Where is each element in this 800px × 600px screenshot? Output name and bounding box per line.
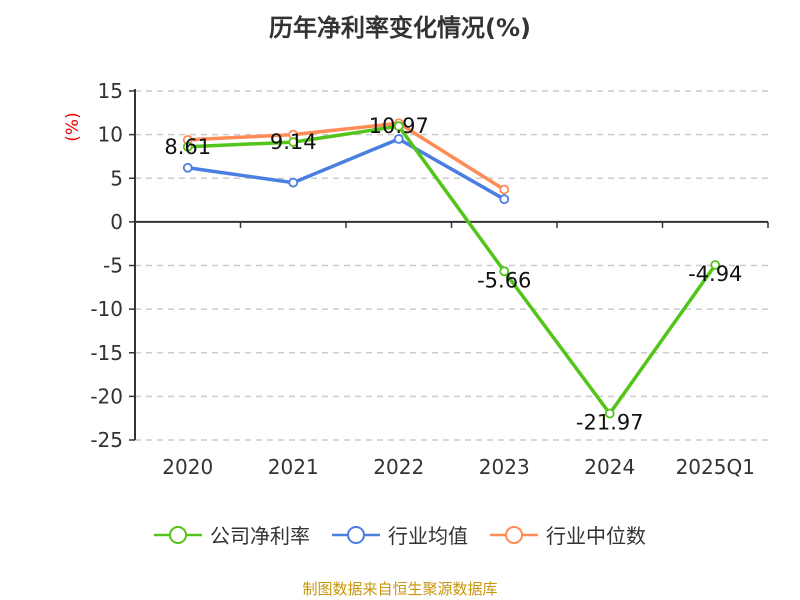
legend: 公司净利率 行业均值 行业中位数 <box>0 520 800 549</box>
legend-label: 行业均值 <box>388 524 468 548</box>
legend-label: 行业中位数 <box>546 524 646 548</box>
x-tick-label: 2024 <box>584 455 635 479</box>
series-line-2 <box>187 121 506 192</box>
data-point <box>499 184 510 195</box>
y-tick-label: 5 <box>110 166 123 190</box>
y-tick-label: -15 <box>90 341 123 365</box>
source-note: 制图数据来自恒生聚源数据库 <box>302 580 498 598</box>
chart-title: 历年净利率变化情况(%) <box>269 14 531 42</box>
y-tick-label: -5 <box>103 254 123 278</box>
data-point <box>710 260 721 270</box>
data-point <box>182 162 193 173</box>
data-point <box>288 137 299 148</box>
y-tick-label: 10 <box>98 123 123 147</box>
y-tick-label: 0 <box>110 210 123 234</box>
series-line-0 <box>187 124 717 416</box>
data-label: -21.97 <box>576 411 644 435</box>
legend-marker-icon <box>154 525 202 544</box>
legend-item[interactable]: 行业均值 <box>332 520 468 549</box>
x-tick-label: 2020 <box>162 455 213 479</box>
y-tick-label: 15 <box>98 79 123 103</box>
data-point <box>182 141 193 152</box>
y-tick-label: -10 <box>90 297 123 321</box>
data-label: -5.66 <box>477 268 531 292</box>
x-tick-label: 2022 <box>373 455 424 479</box>
x-tick-label: 2023 <box>479 455 530 479</box>
legend-marker-icon <box>490 525 538 544</box>
data-point <box>393 121 404 132</box>
series-line-1 <box>187 137 506 201</box>
legend-marker-icon <box>332 525 380 544</box>
data-label: 9.14 <box>270 130 317 154</box>
y-axis-label: (%) <box>63 112 83 141</box>
y-tick-label: -20 <box>90 384 123 408</box>
y-tick-label: -25 <box>90 428 123 452</box>
data-point <box>604 408 615 419</box>
x-tick-label: 2025Q1 <box>676 455 755 479</box>
data-point <box>499 266 510 277</box>
legend-item[interactable]: 公司净利率 <box>154 520 310 549</box>
data-point <box>499 194 510 205</box>
legend-label: 公司净利率 <box>210 524 310 548</box>
legend-item[interactable]: 行业中位数 <box>490 520 646 549</box>
data-point <box>288 177 299 188</box>
data-label: 10.97 <box>369 114 429 138</box>
x-tick-label: 2021 <box>268 455 319 479</box>
data-label: 8.61 <box>164 135 211 159</box>
data-point <box>393 134 404 144</box>
data-label: -4.94 <box>688 262 742 286</box>
